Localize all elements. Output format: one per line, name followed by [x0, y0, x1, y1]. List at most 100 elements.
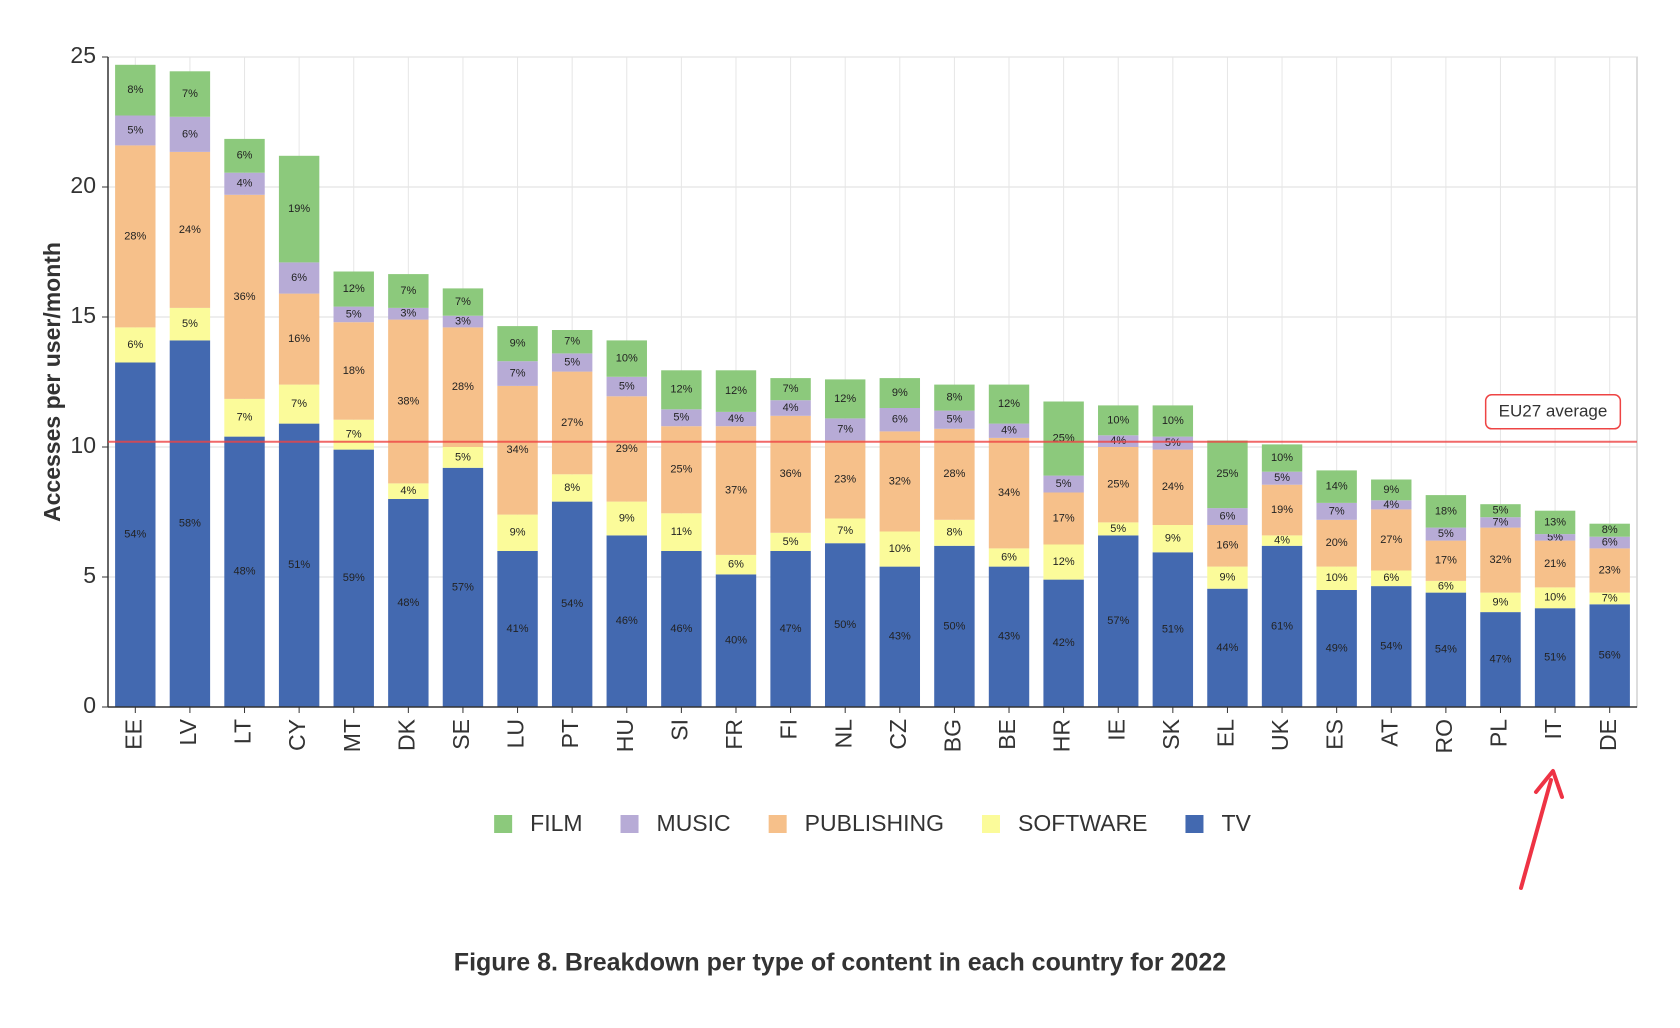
bar-segment [551, 371, 593, 475]
bar-segment [879, 431, 921, 532]
segment-label: 27% [1380, 534, 1402, 546]
x-tick-label: PL [1486, 719, 1512, 747]
segment-label: 59% [343, 572, 365, 584]
bar-segment [169, 151, 211, 308]
segment-label: 6% [1001, 551, 1017, 563]
segment-label: 5% [946, 414, 962, 426]
bar-segment [224, 398, 265, 437]
reference-label: EU27 average [1499, 401, 1608, 420]
segment-label: 34% [998, 487, 1020, 499]
bar-segment [606, 396, 647, 502]
segment-label: 25% [1107, 479, 1129, 491]
bar-segment [1043, 492, 1084, 545]
bar-segment [1480, 612, 1521, 707]
x-tick-label: CZ [885, 719, 911, 750]
bar-segment [1534, 587, 1576, 609]
bar-segment [442, 288, 484, 316]
segment-label: 46% [616, 615, 638, 627]
bar-segment [1098, 447, 1139, 523]
bar-segment [1480, 504, 1521, 518]
segment-label: 7% [291, 398, 307, 410]
segment-label: 4% [400, 485, 416, 497]
segment-label: 7% [400, 285, 416, 297]
bar-segment [1316, 519, 1357, 567]
legend-swatch [1185, 815, 1204, 833]
bar-segment [442, 447, 484, 468]
segment-label: 32% [1489, 554, 1511, 566]
bar-segment [1534, 510, 1576, 535]
segment-label: 3% [400, 308, 416, 320]
segment-label: 5% [1438, 528, 1454, 540]
segment-label: 8% [946, 527, 962, 539]
x-tick-label: PT [557, 719, 583, 748]
bar-segment [278, 155, 320, 263]
bar-segment [224, 436, 265, 707]
segment-label: 7% [510, 367, 526, 379]
x-tick-label: SE [448, 719, 474, 750]
segment-label: 6% [127, 339, 143, 351]
segment-label: 10% [616, 353, 638, 365]
segment-label: 5% [346, 308, 362, 320]
segment-label: 8% [564, 482, 580, 494]
segment-label: 61% [1271, 620, 1293, 632]
bar-segment [1480, 517, 1521, 528]
bar-segment [606, 340, 647, 377]
bar-segment [224, 138, 265, 173]
bar-segment [1534, 608, 1576, 707]
bar-segment [661, 551, 702, 707]
segment-label: 21% [1544, 558, 1566, 570]
segment-label: 5% [182, 318, 198, 330]
segment-label: 4% [783, 402, 799, 414]
segment-label: 10% [1544, 592, 1566, 604]
segment-label: 6% [728, 559, 744, 571]
segment-label: 54% [1435, 644, 1457, 656]
bar-segment [1589, 592, 1630, 605]
bar-segment [388, 483, 429, 499]
y-tick-label: 25 [70, 42, 96, 68]
bar-segment [715, 574, 757, 707]
segment-label: 18% [343, 365, 365, 377]
bar-segment [770, 378, 811, 401]
bar-segment [1261, 471, 1303, 485]
bar-segment [1589, 548, 1630, 593]
segment-label: 32% [889, 475, 911, 487]
x-tick-label: CY [284, 719, 310, 751]
bar-segment [715, 411, 757, 427]
legend-label: SOFTWARE [1018, 810, 1147, 836]
bar-segment [1207, 566, 1248, 589]
segment-label: 34% [507, 444, 529, 456]
bar-segment [661, 370, 702, 410]
bar-segment [606, 376, 647, 397]
legend-swatch [494, 815, 513, 833]
bar-segment [224, 194, 265, 399]
segment-label: 13% [1544, 516, 1566, 528]
bar-segment [1261, 545, 1303, 707]
bar-segment [333, 306, 374, 323]
bar-segment [1425, 540, 1467, 581]
bar-segment [1534, 534, 1576, 541]
legend-swatch [620, 815, 639, 833]
legend: FILM MUSIC PUBLISHING SOFTWARE TV [494, 810, 1252, 836]
bar-segment [934, 428, 975, 520]
segment-label: 4% [1274, 535, 1290, 547]
bar-segment [879, 566, 921, 707]
bar-segment [169, 307, 211, 341]
bar-segment [333, 419, 374, 450]
bar-segment [1098, 522, 1139, 536]
bar-segment [606, 535, 647, 707]
x-tick-label: DE [1595, 719, 1621, 751]
segment-label: 48% [397, 597, 419, 609]
segment-label: 57% [1107, 615, 1129, 627]
y-tick-label: 5 [83, 562, 96, 588]
bar-segment [1589, 604, 1630, 707]
bar-segment [1098, 535, 1139, 707]
bar-segment [1043, 544, 1084, 580]
segment-label: 7% [1493, 516, 1509, 528]
bar-segment [388, 319, 429, 484]
segment-label: 8% [946, 392, 962, 404]
segment-label: 3% [455, 315, 471, 327]
x-tick-label: HR [1049, 719, 1075, 752]
segment-label: 16% [1216, 540, 1238, 552]
x-tick-label: BG [939, 719, 965, 752]
segment-label: 7% [564, 336, 580, 348]
